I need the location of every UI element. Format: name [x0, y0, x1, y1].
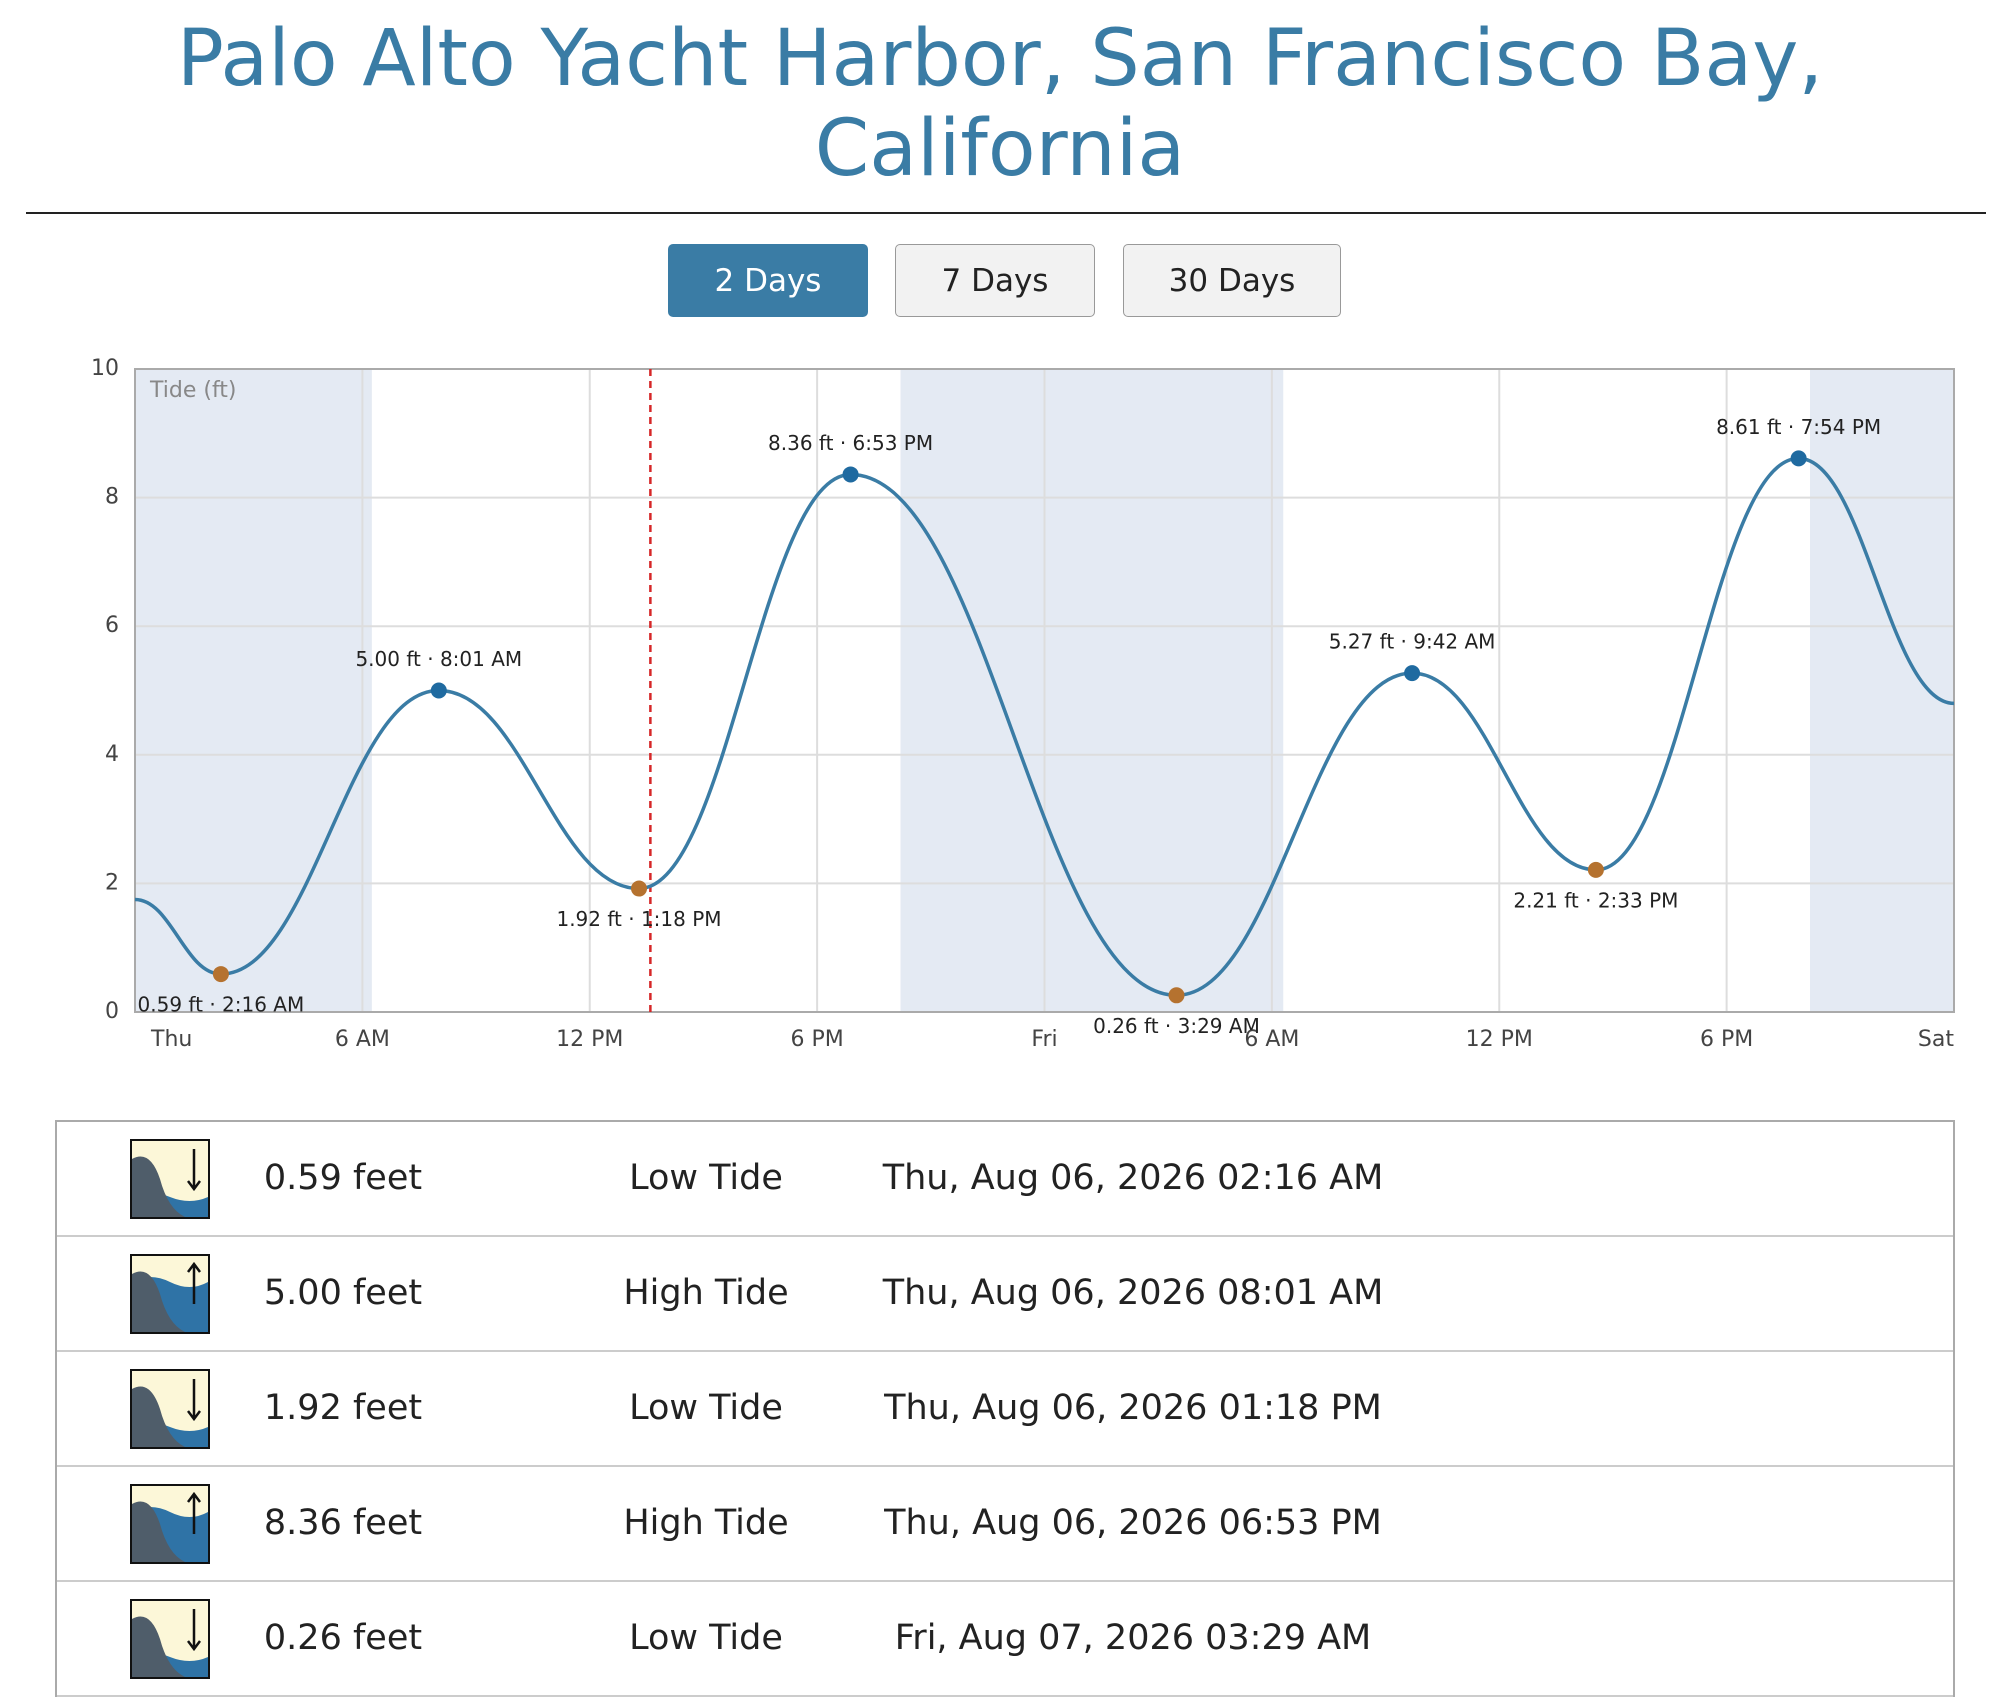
plot-frame [134, 368, 1955, 1013]
point-label: 0.26 ft · 3:29 AM [1093, 1014, 1260, 1038]
icon-hill [132, 1271, 185, 1332]
tide-height: 0.26 feet [263, 1618, 423, 1658]
y-tick-label: 2 [105, 870, 119, 895]
tide-row: 0.26 feet Low Tide Fri, Aug 07, 2026 03:29… [57, 1582, 1953, 1697]
tide-height: 1.92 feet [263, 1388, 423, 1428]
point-label: 0.59 ft · 2:16 AM [138, 993, 305, 1017]
tide-icon [130, 1599, 210, 1679]
extreme-marker [631, 880, 648, 897]
title-rule [26, 212, 1986, 214]
tide-icon [130, 1139, 210, 1219]
y-axis-label: Tide (ft) [149, 378, 237, 403]
point-label: 1.92 ft · 1:18 PM [556, 907, 721, 931]
x-tick-label: 12 PM [556, 1027, 623, 1052]
point-label: 8.36 ft · 6:53 PM [768, 431, 933, 455]
tide-icon [130, 1369, 210, 1449]
extreme-marker [1404, 665, 1421, 682]
icon-frame [130, 1369, 210, 1449]
icon-frame [130, 1599, 210, 1679]
extreme-marker [1790, 450, 1807, 467]
tide-row: 5.00 feet High Tide Thu, Aug 06, 2026 08:0… [57, 1237, 1953, 1352]
y-tick-label: 8 [105, 485, 119, 510]
tide-row: 0.59 feet Low Tide Thu, Aug 06, 2026 02:16… [57, 1122, 1953, 1237]
y-tick-label: 4 [105, 742, 119, 767]
icon-arrow [187, 1379, 201, 1422]
y-tick-label: 10 [91, 356, 119, 381]
tide-type: High Tide [623, 1273, 789, 1313]
x-tick-label: 6 AM [335, 1027, 390, 1052]
extreme-marker [430, 682, 447, 699]
tide-time: Thu, Aug 06, 2026 01:18 PM [884, 1388, 1382, 1428]
x-tick-label: 6 PM [791, 1027, 844, 1052]
icon-hill [132, 1616, 185, 1677]
tide-type: Low Tide [629, 1388, 783, 1428]
tide-row: 1.92 feet Low Tide Thu, Aug 06, 2026 01:18… [57, 1352, 1953, 1467]
icon-frame [130, 1484, 210, 1564]
icon-frame [130, 1139, 210, 1219]
x-tick-label: 6 AM [1244, 1027, 1299, 1052]
tide-type: High Tide [623, 1503, 789, 1543]
range-button[interactable]: 7 Days [895, 244, 1095, 317]
extreme-marker [1168, 987, 1185, 1004]
y-tick-label: 0 [105, 999, 119, 1024]
icon-arrow [187, 1261, 201, 1304]
tide-icon [130, 1254, 210, 1334]
range-button[interactable]: 30 Days [1123, 244, 1341, 317]
x-tick-label: Sat [1918, 1027, 1954, 1052]
point-label: 5.00 ft · 8:01 AM [355, 647, 522, 671]
tide-icon [130, 1484, 210, 1564]
tide-line [134, 456, 1955, 998]
x-tick-label: Thu [150, 1027, 192, 1052]
extreme-marker [1587, 861, 1604, 878]
icon-arrow [187, 1149, 201, 1192]
point-label: 5.27 ft · 9:42 AM [1329, 630, 1496, 654]
point-label: 8.61 ft · 7:54 PM [1716, 415, 1881, 439]
tide-time: Thu, Aug 06, 2026 02:16 AM [882, 1158, 1384, 1198]
icon-hill [132, 1501, 185, 1562]
tide-height: 5.00 feet [263, 1273, 423, 1313]
extreme-marker [212, 966, 229, 983]
icon-arrow [187, 1609, 201, 1652]
tide-type: Low Tide [629, 1158, 783, 1198]
tide-row: 8.36 feet High Tide Thu, Aug 06, 2026 06:5… [57, 1467, 1953, 1582]
icon-hill [132, 1386, 185, 1447]
x-tick-label: Fri [1031, 1027, 1057, 1052]
extreme-marker [842, 466, 859, 483]
tide-height: 0.59 feet [263, 1158, 423, 1198]
night-band [900, 369, 1284, 1012]
y-tick-label: 6 [105, 613, 119, 638]
night-band [1809, 369, 1954, 1012]
point-label: 2.21 ft · 2:33 PM [1513, 888, 1678, 912]
x-tick-label: 12 PM [1466, 1027, 1533, 1052]
tide-table: 0.59 feet Low Tide Thu, Aug 06, 2026 02:16… [55, 1120, 1955, 1697]
range-button[interactable]: 2 Days [668, 244, 868, 317]
tide-type: Low Tide [629, 1618, 783, 1658]
icon-arrow [187, 1491, 201, 1534]
tide-height: 8.36 feet [263, 1503, 423, 1543]
tide-time: Fri, Aug 07, 2026 03:29 AM [894, 1618, 1372, 1658]
chart: 0 2 4 6 8 10 Thu 6 AM 12 PM 6 PM Fri 6 AM 12 PM 6 PM S… [91, 356, 1955, 1052]
tide-time: Thu, Aug 06, 2026 06:53 PM [884, 1503, 1382, 1543]
icon-hill [132, 1156, 185, 1217]
tide-time: Thu, Aug 06, 2026 08:01 AM [882, 1273, 1384, 1313]
icon-frame [130, 1254, 210, 1334]
page-title: Palo Alto Yacht Harbor, San Francisco Ba… [176, 14, 1824, 194]
night-band [135, 369, 372, 1012]
x-tick-label: 6 PM [1700, 1027, 1753, 1052]
